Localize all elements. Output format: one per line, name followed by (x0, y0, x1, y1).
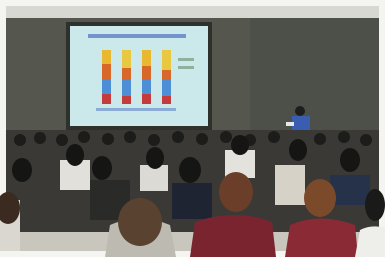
slide-axis-blur (96, 108, 176, 111)
head (66, 144, 84, 166)
slide-bar (142, 50, 151, 104)
head (304, 179, 336, 217)
head (314, 133, 326, 145)
bar-segment (122, 50, 131, 68)
shirt (172, 183, 212, 219)
slide-bar (102, 50, 111, 104)
head (118, 198, 162, 246)
head (148, 134, 160, 146)
head (289, 139, 307, 161)
slide-legend-blur (178, 58, 194, 61)
side-wall (250, 18, 379, 138)
slide-title-blur (88, 34, 186, 38)
bar-segment (162, 50, 171, 70)
bar-segment (142, 50, 151, 66)
bar-segment (162, 70, 171, 80)
shirt (285, 219, 358, 257)
head (14, 134, 26, 146)
slide-bar (162, 50, 171, 104)
head (268, 131, 280, 143)
page-body: {} (0, 0, 385, 257)
laptop (286, 122, 294, 126)
lecture-hall-photo (0, 0, 385, 257)
head (92, 156, 112, 180)
head (231, 135, 249, 155)
head (340, 148, 360, 172)
bar-segment (122, 96, 131, 104)
bar-segment (102, 80, 111, 94)
head (360, 134, 372, 146)
head (124, 131, 136, 143)
head (179, 157, 201, 183)
slide-legend-blur (178, 66, 194, 69)
presenter-head (295, 106, 305, 116)
shirt (190, 215, 276, 257)
bar-segment (122, 80, 131, 96)
shirt (330, 175, 370, 205)
slide-bar (122, 50, 131, 104)
bar-segment (122, 68, 131, 80)
bar-segment (102, 94, 111, 104)
head (196, 133, 208, 145)
head (56, 134, 68, 146)
bar-segment (162, 80, 171, 96)
head (172, 131, 184, 143)
head (102, 133, 114, 145)
head (146, 147, 164, 169)
presenter-body (292, 116, 310, 130)
head (365, 189, 385, 221)
head (78, 131, 90, 143)
head (34, 132, 46, 144)
head (219, 172, 253, 212)
head (338, 131, 350, 143)
head (12, 158, 32, 182)
ceiling (6, 6, 379, 20)
bar-segment (142, 80, 151, 94)
bar-segment (102, 64, 111, 80)
bar-segment (142, 94, 151, 104)
bar-segment (162, 96, 171, 104)
head (220, 131, 232, 143)
seat (275, 165, 305, 205)
page: Lecture hall html, body { margin: 0; pad… (0, 0, 385, 257)
bar-segment (102, 50, 111, 64)
bar-segment (142, 66, 151, 80)
projection-screen (66, 22, 212, 130)
